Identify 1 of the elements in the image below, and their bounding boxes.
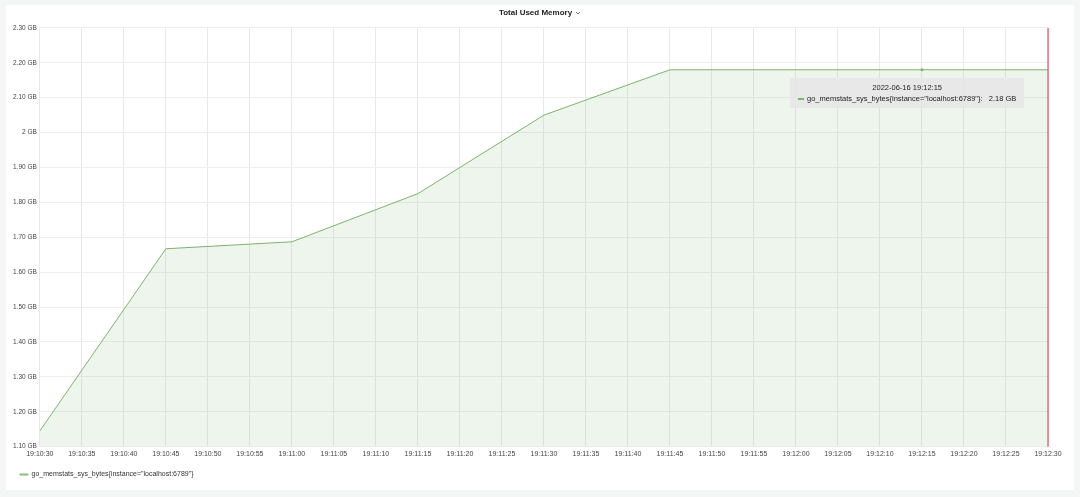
chart-title: Total Used Memory: [498, 8, 573, 17]
